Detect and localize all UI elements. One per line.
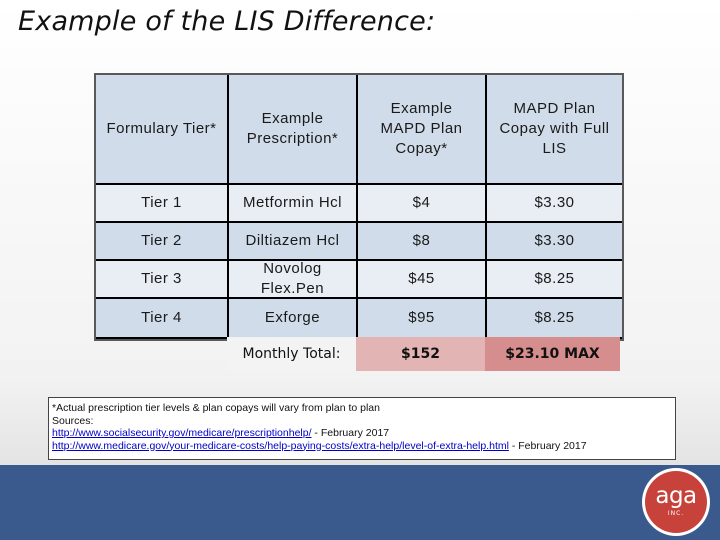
table-cell-tier: Tier 1: [96, 185, 227, 221]
header-mapd-copay: Example MAPD Plan Copay*: [358, 75, 485, 183]
table-cell-prescription: Metformin Hcl: [229, 185, 356, 221]
table-cell-copay: $95: [358, 299, 485, 337]
logo-circle: aga INC.: [645, 471, 707, 533]
header-formulary-tier: Formulary Tier*: [96, 75, 227, 183]
table-cell-lis-copay: $8.25: [487, 261, 622, 297]
monthly-total-lis: $23.10 MAX: [485, 337, 620, 371]
source-link-medicare[interactable]: http://www.medicare.gov/your-medicare-co…: [52, 439, 509, 452]
sources-label: Sources:: [52, 414, 94, 427]
table-cell-copay: $4: [358, 185, 485, 221]
table-cell-lis-copay: $3.30: [487, 223, 622, 259]
slide-title: Example of the LIS Difference:: [18, 6, 436, 37]
footnote-box: *Actual prescription tier levels & plan …: [48, 397, 676, 460]
logo-inc: INC.: [667, 509, 685, 517]
table-cell-lis-copay: $8.25: [487, 299, 622, 337]
table-cell-tier: Tier 2: [96, 223, 227, 259]
footer-band: [0, 465, 720, 540]
disclaimer-text: *Actual prescription tier levels & plan …: [52, 402, 380, 414]
table-cell-copay: $8: [358, 223, 485, 259]
table-cell-tier: Tier 4: [96, 299, 227, 337]
source-line-2: http://www.medicare.gov/your-medicare-co…: [52, 440, 672, 453]
source-date-1: - February 2017: [311, 427, 390, 439]
header-example-prescription: Example Prescription*: [229, 75, 356, 183]
table-cell-prescription: Novolog Flex.Pen: [229, 260, 356, 297]
lis-comparison-table: Formulary Tier* Example Prescription* Ex…: [94, 73, 624, 341]
header-mapd-full-lis: MAPD Plan Copay with Full LIS: [487, 75, 622, 183]
table-cell-prescription: Diltiazem Hcl: [229, 223, 356, 259]
source-date-2: - February 2017: [508, 439, 587, 452]
aga-logo: aga INC.: [642, 468, 710, 536]
monthly-total-label: Monthly Total:: [227, 337, 356, 371]
table-cell-prescription: Exforge: [229, 299, 356, 337]
table-cell-copay: $45: [358, 261, 485, 297]
logo-wordmark: aga: [655, 482, 697, 509]
table-cell-lis-copay: $3.30: [487, 185, 622, 221]
monthly-total-copay: $152: [356, 337, 485, 371]
table-cell-tier: Tier 3: [96, 261, 227, 297]
source-link-ssa[interactable]: http://www.socialsecurity.gov/medicare/p…: [52, 427, 312, 439]
source-line-1: http://www.socialsecurity.gov/medicare/p…: [52, 427, 672, 440]
